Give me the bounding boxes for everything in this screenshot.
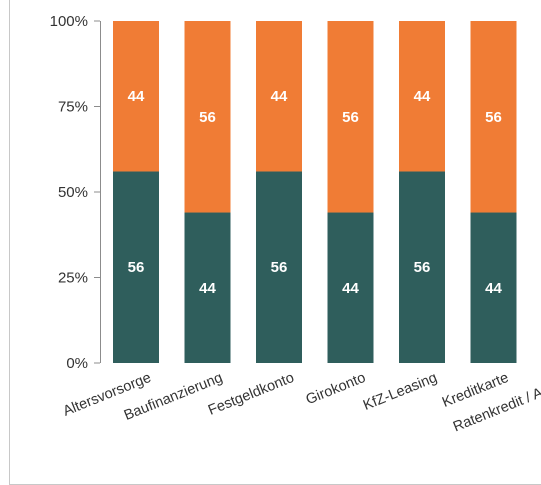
bar-segment: [256, 171, 302, 363]
bar-segment: [327, 212, 374, 363]
bar-value-label: 56: [128, 259, 145, 276]
bar-value-label: 56: [485, 109, 502, 126]
y-tick-label: 0%: [66, 355, 88, 372]
bar-value-label: 44: [485, 280, 502, 297]
bar-value-label: 56: [199, 109, 216, 126]
y-tick-label: 100%: [50, 13, 88, 30]
x-category-label: KfZ-Leasing: [361, 370, 439, 414]
bar-segment: [256, 21, 302, 172]
bar-value-label: 44: [414, 88, 431, 105]
bar-value-label: 56: [414, 259, 431, 276]
bar-value-label: 56: [271, 259, 288, 276]
bar-segment: [327, 21, 374, 213]
y-tick-label: 75%: [58, 99, 88, 116]
bar-value-label: 56: [342, 109, 359, 126]
bar-segment: [184, 212, 231, 363]
bar-value-label: 44: [199, 280, 216, 297]
bar-value-label: 44: [342, 280, 359, 297]
bar-value-label: 44: [128, 88, 145, 105]
x-category-label: Girokonto: [304, 370, 368, 408]
y-tick-label: 25%: [58, 270, 88, 287]
y-axis: 0% 25% 50% 75% 100%: [50, 13, 101, 372]
bar-segment: [470, 212, 517, 363]
bar-segment: [399, 171, 445, 363]
bar-value-label: 44: [271, 88, 288, 105]
bars: [113, 21, 517, 363]
x-axis-labels: AltersvorsorgeBaufinanzierungFestgeldkon…: [61, 370, 541, 436]
y-tick-label: 50%: [58, 184, 88, 201]
bar-segment: [399, 21, 445, 172]
bar-segment: [470, 21, 517, 213]
bar-segment: [184, 21, 231, 213]
bar-segment: [113, 21, 159, 172]
data-labels: 56 44 44 56 56 44 44 56 56 44 44 56: [128, 88, 503, 297]
bar-segment: [113, 171, 159, 363]
